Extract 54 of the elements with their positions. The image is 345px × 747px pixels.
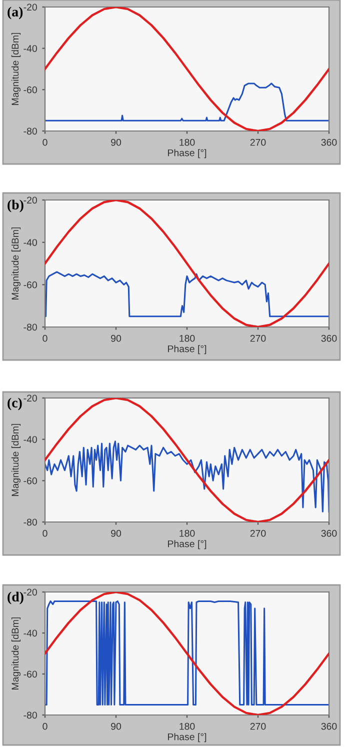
x-tick-label: 270: [250, 530, 266, 537]
y-tick-label: -40: [24, 630, 37, 637]
x-tick-label: 360: [321, 722, 337, 730]
y-tick-label: -20: [24, 394, 37, 402]
y-axis-title: Magnitude [dBm]: [11, 617, 21, 690]
y-tick-label: -80: [24, 324, 37, 331]
x-tick-label: 90: [111, 334, 122, 342]
line-series: [45, 7, 329, 131]
y-tick-label: -20: [24, 4, 37, 11]
x-tick-label: 0: [42, 722, 48, 730]
chart-title: (c): [8, 398, 22, 410]
x-tick-label: 0: [42, 334, 48, 342]
y-tick-label: -80: [24, 712, 37, 719]
x-tick-label: 90: [111, 722, 122, 730]
y-tick-label: -20: [24, 196, 37, 204]
y-tick-label: -60: [24, 477, 37, 484]
y-tick-label: -40: [24, 436, 37, 443]
line-series: [45, 200, 329, 327]
x-tick-label: 180: [180, 334, 195, 342]
y-tick-label: -40: [24, 239, 37, 246]
x-tick-label: 180: [180, 722, 195, 730]
chart-title: (a): [8, 6, 23, 20]
x-axis-title: Phase [°]: [168, 733, 206, 742]
line-series: [45, 440, 329, 512]
y-axis-title: Magnitude [dBm]: [11, 227, 21, 300]
chart-title: (b): [8, 200, 24, 212]
x-tick-label: 360: [321, 138, 337, 146]
x-tick-label: 270: [250, 138, 266, 146]
y-tick-label: -40: [24, 45, 37, 52]
x-tick-label: 90: [111, 138, 122, 146]
line-series: [45, 398, 329, 522]
x-tick-label: 0: [42, 530, 48, 537]
x-axis-title: Phase [°]: [168, 540, 206, 550]
y-axis-title: Magnitude [dBm]: [11, 32, 21, 105]
x-tick-label: 270: [250, 334, 266, 342]
y-tick-label: -60: [24, 281, 37, 288]
y-axis-title: Magnitude [dBm]: [11, 424, 21, 496]
x-axis-title: Phase [°]: [168, 149, 206, 158]
x-tick-label: 90: [111, 530, 122, 537]
x-tick-label: 360: [321, 530, 337, 537]
line-series: [45, 271, 329, 318]
y-tick-label: -80: [24, 518, 37, 526]
x-axis-title: Phase [°]: [168, 345, 206, 354]
x-tick-label: 360: [321, 334, 337, 342]
y-tick-label: -60: [24, 86, 37, 94]
x-tick-label: 0: [42, 138, 48, 146]
y-tick-label: -60: [24, 670, 37, 678]
y-tick-label: -20: [24, 588, 37, 596]
x-tick-label: 180: [180, 530, 195, 537]
x-tick-label: 180: [180, 138, 195, 146]
y-tick-label: -80: [24, 128, 37, 135]
line-series: [45, 82, 329, 122]
x-tick-label: 270: [250, 722, 266, 730]
chart-title: (d): [8, 592, 24, 604]
